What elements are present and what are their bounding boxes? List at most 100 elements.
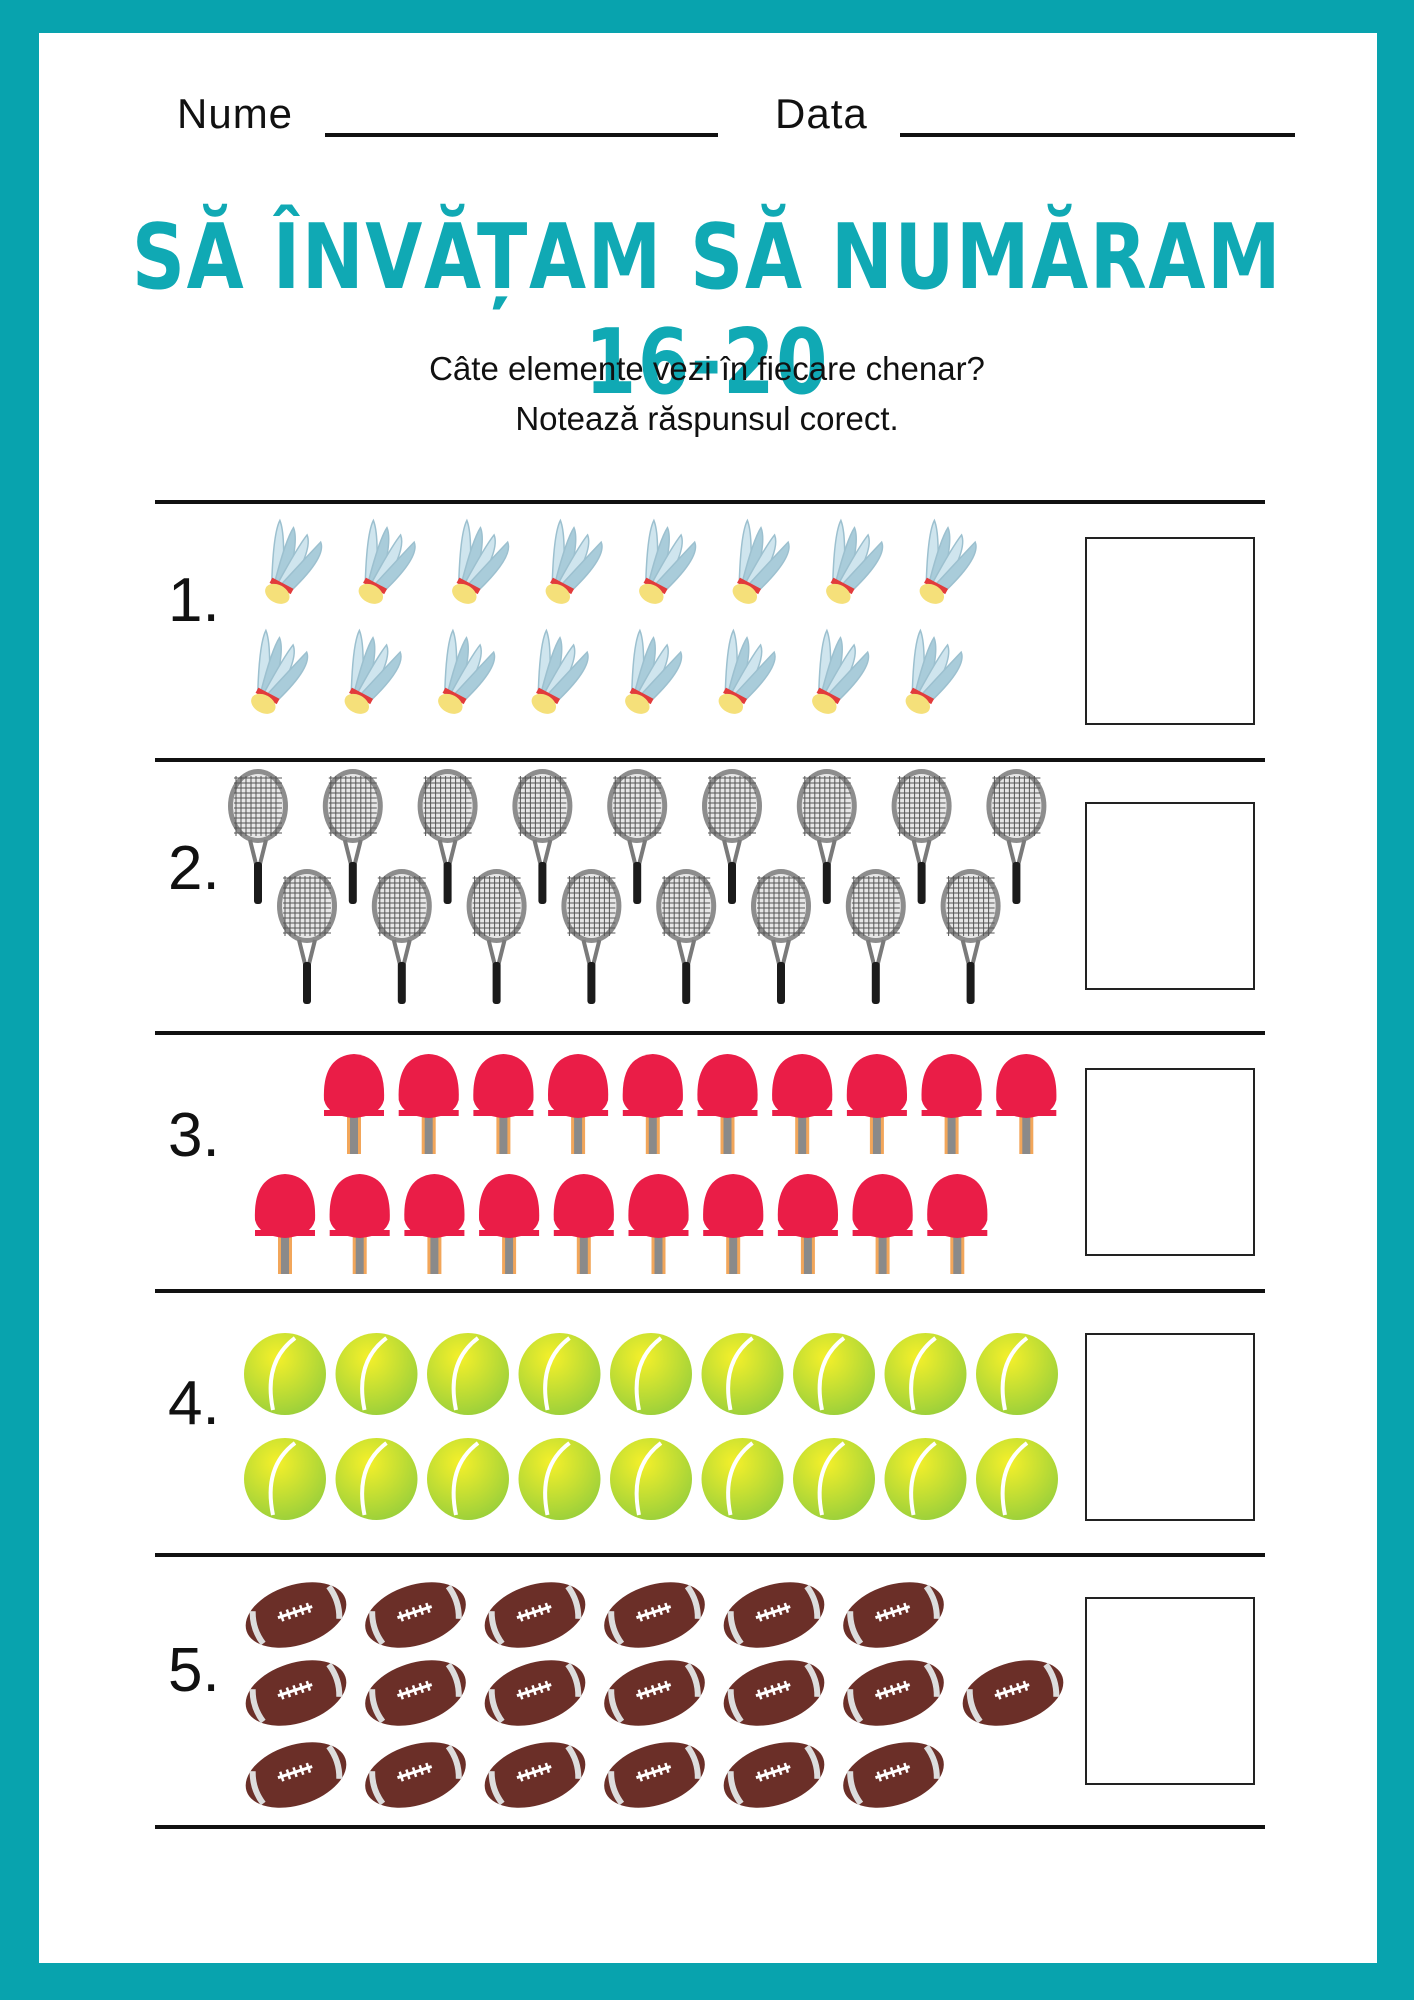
tennis-racket-icon [656, 869, 717, 1004]
tennis-racket-icon [796, 769, 857, 904]
divider-bottom [155, 1825, 1265, 1829]
american-football-icon [843, 1582, 944, 1648]
shuttlecock-icon [625, 628, 683, 714]
ping-pong-paddle-icon [927, 1174, 988, 1274]
tennis-ball-icon [976, 1438, 1058, 1520]
american-football-icon [604, 1742, 705, 1808]
tennis-ball-icon [793, 1438, 875, 1520]
tennis-racket-icon [751, 869, 811, 1004]
shuttlecock-icon [531, 628, 589, 714]
answer-box-4[interactable] [1085, 1333, 1255, 1521]
ping-pong-paddle-icon [772, 1054, 833, 1154]
exercise-number-2: 2. [168, 834, 220, 903]
tennis-ball-icon [335, 1333, 418, 1415]
american-football-icon [723, 1742, 825, 1808]
american-football-icon [843, 1660, 944, 1726]
american-football-icon [604, 1660, 705, 1726]
ping-pong-paddle-icon [996, 1054, 1057, 1154]
american-football-icon [962, 1660, 1064, 1726]
tennis-ball-icon [610, 1438, 692, 1520]
tennis-racket-icon [371, 869, 432, 1004]
ping-pong-paddle-icon [254, 1174, 316, 1274]
tennis-racket-icon [986, 769, 1047, 904]
answer-box-3[interactable] [1085, 1068, 1255, 1256]
name-label: Nume [177, 90, 294, 137]
shuttlecock-icon [732, 518, 790, 604]
date-field-line[interactable] [900, 133, 1295, 137]
tennis-ball-icon [518, 1333, 601, 1415]
ping-pong-paddle-icon [846, 1054, 908, 1154]
american-football-icon [484, 1582, 586, 1648]
shuttlecock-icon [438, 628, 496, 714]
tennis-racket-icon [845, 869, 906, 1004]
ping-pong-paddle-icon [852, 1174, 913, 1274]
tennis-racket-icon [891, 769, 952, 904]
shuttlecock-icon [358, 518, 416, 604]
tennis-ball-icon [427, 1438, 509, 1520]
exercise-number-3: 3. [168, 1101, 220, 1170]
american-football-icon [723, 1660, 825, 1726]
tennis-ball-icon [335, 1438, 418, 1520]
shuttlecock-icon [919, 518, 977, 604]
tennis-racket-icon [940, 869, 1001, 1004]
ping-pong-paddle-icon [404, 1174, 465, 1274]
divider-top [155, 500, 1265, 504]
shuttlecock-icon [545, 518, 603, 604]
ping-pong-paddle-icon [478, 1174, 540, 1274]
tennis-racket-icon [322, 769, 383, 904]
ping-pong-paddle-icon [553, 1174, 614, 1274]
ping-pong-paddle-icon [628, 1174, 689, 1274]
page-title: SĂ ÎNVĂȚAM SĂ NUMĂRAM 16-20 [131, 205, 1283, 415]
divider-3 [155, 1289, 1265, 1293]
answer-box-2[interactable] [1085, 802, 1255, 990]
tennis-ball-icon [701, 1438, 784, 1520]
tennis-racket-icon [512, 769, 573, 904]
american-football-icon [484, 1742, 586, 1808]
answer-box-1[interactable] [1085, 537, 1255, 725]
tennis-racket-icon [228, 769, 288, 904]
american-football-icon [245, 1582, 347, 1648]
date-label: Data [775, 90, 868, 137]
answer-box-5[interactable] [1085, 1597, 1255, 1785]
american-football-icon [843, 1742, 944, 1808]
shuttlecock-icon [265, 518, 323, 604]
ping-pong-paddle-icon [697, 1054, 758, 1154]
american-football-icon [365, 1660, 466, 1726]
american-football-icon [604, 1582, 705, 1648]
tennis-ball-icon [518, 1438, 601, 1520]
shuttlecock-icon [905, 628, 963, 714]
ping-pong-paddle-icon [622, 1054, 683, 1154]
exercise-number-1: 1. [168, 566, 220, 635]
ping-pong-paddle-icon [921, 1054, 982, 1154]
tennis-ball-icon [884, 1333, 967, 1415]
shuttlecock-icon [344, 628, 402, 714]
american-football-icon [245, 1742, 347, 1808]
shuttlecock-icon [812, 628, 870, 714]
tennis-ball-icon [701, 1333, 784, 1415]
ping-pong-paddle-icon [323, 1054, 385, 1154]
american-football-icon [484, 1660, 586, 1726]
exercise-number-4: 4. [168, 1369, 220, 1438]
ping-pong-paddle-icon [398, 1054, 459, 1154]
american-football-icon [365, 1742, 466, 1808]
tennis-racket-icon [277, 869, 337, 1004]
name-field-line[interactable] [325, 133, 718, 137]
ping-pong-paddle-icon [777, 1174, 839, 1274]
tennis-ball-icon [610, 1333, 692, 1415]
tennis-ball-icon [793, 1333, 875, 1415]
shuttlecock-icon [639, 518, 697, 604]
shuttlecock-icon [826, 518, 884, 604]
ping-pong-paddle-icon [547, 1054, 609, 1154]
american-football-icon [723, 1582, 825, 1648]
divider-2 [155, 1031, 1265, 1035]
divider-4 [155, 1553, 1265, 1557]
tennis-ball-icon [244, 1438, 326, 1520]
tennis-ball-icon [976, 1333, 1058, 1415]
american-football-icon [365, 1582, 466, 1648]
tennis-racket-icon [417, 769, 478, 904]
instruction-line-2: Notează răspunsul corect. [515, 400, 899, 437]
ping-pong-paddle-icon [703, 1174, 764, 1274]
ping-pong-paddle-icon [329, 1174, 390, 1274]
